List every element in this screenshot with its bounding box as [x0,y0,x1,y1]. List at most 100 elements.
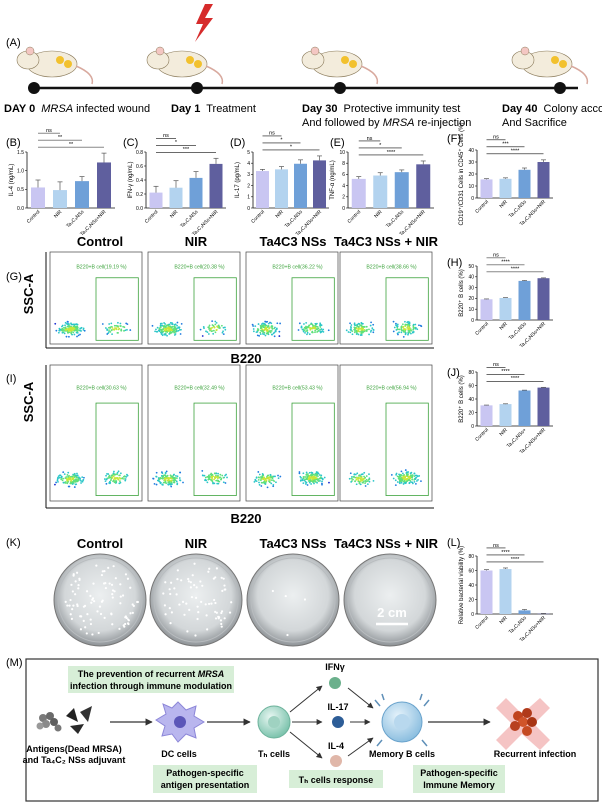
colony [127,622,130,626]
flow-event [312,327,315,330]
flow-event [119,480,121,483]
flow-event [276,322,279,325]
flow-event [258,476,260,479]
flow-event [76,474,79,477]
flow-event [218,325,220,328]
flow-event [104,480,107,483]
flow-event [404,469,407,471]
bar [209,163,223,208]
flow-event [357,477,360,479]
flow-event [176,324,178,327]
category-label: Ta₄C₃NSs [65,209,85,229]
flow-event [81,480,84,483]
flow-event [314,322,317,325]
flow-event [117,328,120,331]
timeline-dot [334,82,346,94]
flow-event [308,478,311,480]
y-tick-label: 20 [468,410,474,416]
flow-event [201,335,204,337]
flow-event [355,327,358,330]
flow-event [396,328,399,331]
y-tick-label: 0 [471,612,474,618]
y-tick-label: 80 [468,370,474,376]
y-tick-label: 1.5 [17,150,24,156]
colony [220,576,223,579]
flow-event [315,477,318,480]
flow-event [204,476,207,479]
flow-event [260,323,263,326]
colony [77,587,80,590]
flow-event [354,330,357,332]
flow-event [396,323,399,326]
flow-event [57,476,59,479]
colony [126,577,130,580]
colony [104,586,107,590]
timeline-event-2: Day 30 Protective immunity test [302,103,460,115]
colony [210,602,213,605]
colony [114,577,117,580]
flow-event [63,332,66,335]
panel-label-c: (C) [123,137,138,149]
flow-event [73,327,76,330]
colony [170,581,173,584]
flow-event [305,330,307,333]
panel-label-h: (H) [447,257,462,269]
flow-event [357,325,360,328]
flow-event [319,322,322,325]
flow-event [408,479,410,481]
flow-event [349,331,352,334]
flow-event [124,478,127,480]
colony [101,599,104,602]
il17-label: IL-17 [327,702,348,712]
colony [218,616,221,619]
flow-event [259,333,262,335]
flow-event [304,483,307,485]
category-label: Control [474,615,490,631]
significance-label: ns [163,133,169,139]
schematic-box-antigen-presentation-text: antigen presentation [161,780,250,790]
flow-event [161,472,164,475]
flow-event [358,482,361,485]
colony [215,567,218,570]
b220-gate [95,402,139,496]
flow-event [415,476,418,479]
flow-event [68,478,71,481]
flow-event [70,326,73,329]
category-label: Control [144,209,160,225]
flow-event [399,477,402,480]
flow-event [345,329,348,332]
flow-event [407,328,410,330]
colony [213,598,216,602]
flow-event [253,481,256,483]
flow-event [402,475,405,478]
colony [85,632,88,635]
flow-event [408,322,411,325]
flow-event [351,330,354,333]
flow-event [123,329,125,332]
flow-event [123,478,125,480]
flow-event [179,471,181,474]
gate-label: B220+B cell(30.63 %) [76,385,127,391]
flow-event [394,479,397,482]
flow-event [179,479,182,482]
flow-event [271,326,274,328]
flow-event [370,329,373,332]
flow-event [178,327,180,330]
flow-event [358,328,360,330]
flow-event [73,325,76,328]
flow-event [170,329,173,332]
flow-event [314,329,317,332]
il17-icon [332,716,344,728]
flow-event [311,476,314,479]
flow-event [165,330,168,333]
flow-event [78,476,80,479]
flow-event [357,333,360,336]
colony [175,593,178,596]
y-tick-label: 6 [342,172,345,178]
flow-event [269,474,272,476]
flow-event [262,325,264,328]
colony [74,580,77,583]
mouse-illustration [146,46,224,85]
flow-event [109,330,112,333]
flow-event [350,477,353,480]
